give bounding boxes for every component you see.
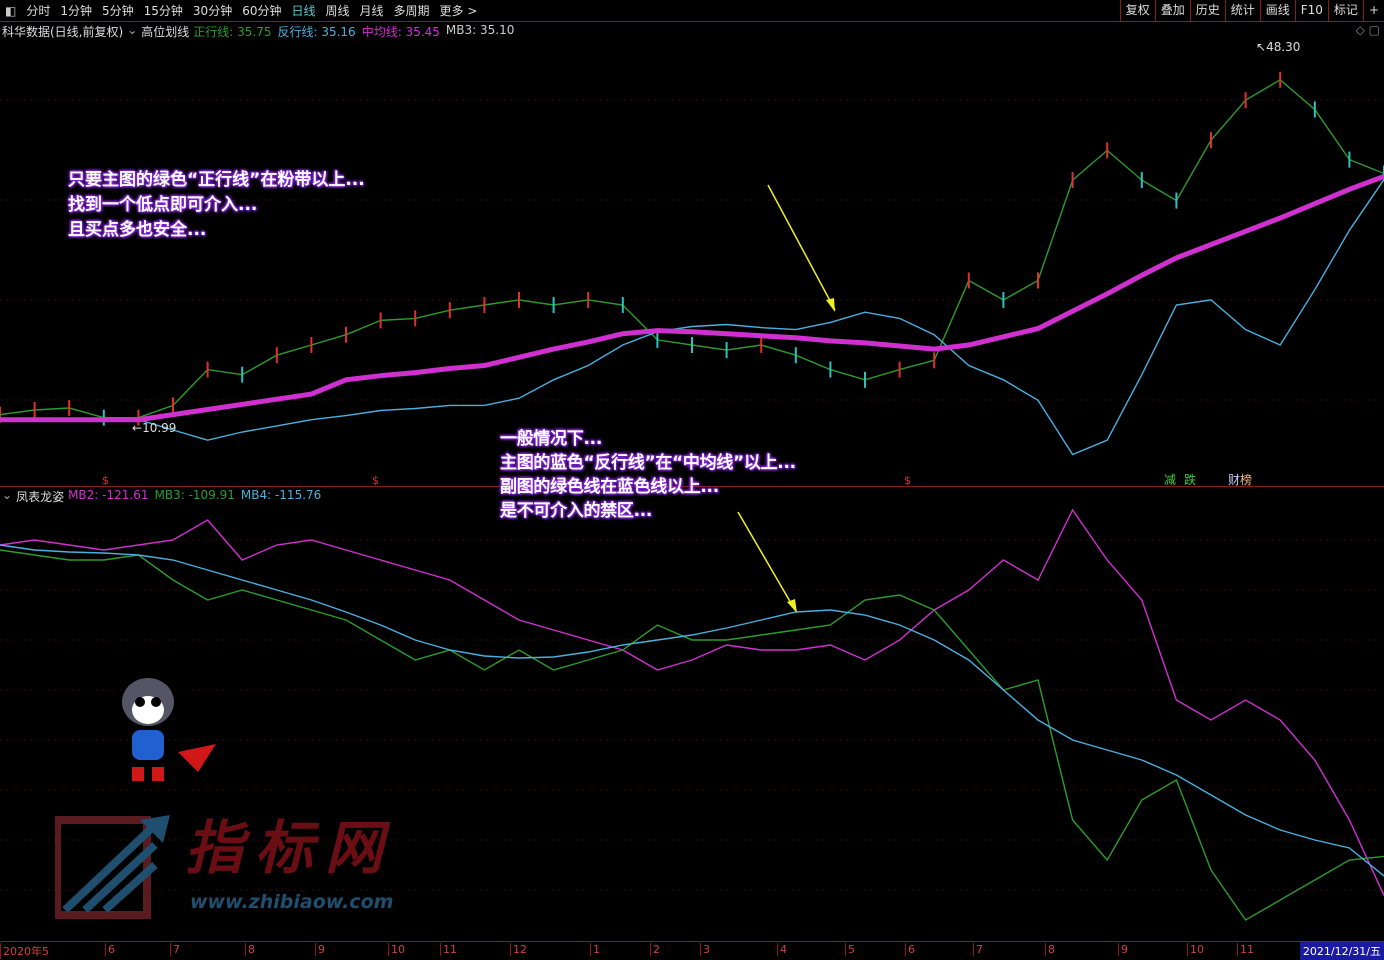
period-tab[interactable]: 15分钟 [143, 4, 183, 18]
period-tab[interactable]: 日线 [291, 4, 316, 18]
stock-title: 科华数据(日线,前复权) [2, 25, 124, 39]
date-tick: 8 [245, 943, 255, 956]
legend-value: 正行线: 35.75 [193, 25, 272, 39]
date-tick: 5 [845, 943, 855, 956]
toolbar-button[interactable]: 历史 [1189, 0, 1225, 21]
period-tab[interactable]: 周线 [325, 4, 350, 18]
toolbar-button[interactable]: 画线 [1259, 0, 1295, 21]
date-tick: 8 [1045, 943, 1055, 956]
date-tick: 7 [170, 943, 180, 956]
date-tick: 11 [440, 943, 457, 956]
toolbar-button[interactable]: F10 [1294, 0, 1328, 21]
series-line-反行线 [0, 179, 1384, 456]
date-tick: 6 [905, 943, 915, 956]
series-line-MB4 [0, 544, 1384, 877]
logo-url: www.zhibiaow.com [190, 891, 394, 913]
signal-label: 财 [1228, 473, 1241, 487]
date-tick: 2020年5 [0, 943, 49, 959]
annotation-1: 只要主图的绿色“正行线”在粉带以上... 找到一个低点即可介入... 且买点多也… [68, 168, 365, 243]
sub-indicator-name[interactable]: 凤表龙姿 [16, 490, 65, 504]
period-tab[interactable]: 月线 [359, 4, 384, 18]
high-price-marker: ↖48.30 [1256, 40, 1301, 54]
signal-label: 减 [1164, 473, 1177, 487]
date-tick: 11 [1237, 943, 1254, 956]
date-tick: 9 [315, 943, 325, 956]
main-indicator-name[interactable]: 高位划线 [141, 25, 190, 39]
period-tab[interactable]: 60分钟 [242, 4, 282, 18]
logo-text: 指标网 [185, 814, 396, 882]
annotation-line: 只要主图的绿色“正行线”在粉带以上... [68, 170, 365, 190]
signal-group-rank: 财 榜 [1228, 471, 1252, 488]
date-tick: 9 [1118, 943, 1128, 956]
panel-icon[interactable]: ▢ [1368, 23, 1380, 37]
annotation-line: 主图的蓝色“反行线”在“中均线”以上... [500, 453, 796, 473]
annotation-line: 且买点多也安全... [68, 220, 207, 240]
period-tab[interactable]: 5分钟 [102, 4, 134, 18]
toolbar-button[interactable]: + [1362, 0, 1384, 21]
series-line-MB2 [0, 508, 1384, 896]
low-price-marker: ←10.99 [132, 421, 177, 435]
period-tab[interactable]: 多周期 [393, 4, 430, 18]
annotation-line: 是不可介入的禁区... [500, 501, 653, 521]
pane-divider[interactable] [0, 486, 1384, 487]
period-tab[interactable]: 更多 > [439, 4, 478, 18]
date-tick: 2 [650, 943, 660, 956]
period-tab[interactable]: 30分钟 [192, 4, 233, 18]
signal-dollar: $ [904, 474, 911, 487]
toolbar-button[interactable]: 统计 [1224, 0, 1260, 21]
indicator-dropdown-icon[interactable]: ⌄ [127, 23, 138, 37]
legend-value: MB4: -115.76 [240, 488, 322, 502]
date-axis: 2020年5 6 7 8 9 10 11 12 1 2 3 4 5 6 7 8 9 10 11 2021/12/31… [0, 941, 1384, 960]
period-tab[interactable]: 分时 [26, 4, 51, 18]
annotation-2: 一般情况下... 主图的蓝色“反行线”在“中均线”以上... 副图的绿色线在蓝色… [500, 427, 796, 523]
signal-dollar: $ [372, 474, 379, 487]
series-line-MB3 [0, 549, 1384, 921]
high-price-label: 48.30 [1266, 40, 1301, 54]
legend-value: MB3: -109.91 [154, 488, 235, 502]
date-tick: 12 [510, 943, 527, 956]
date-tick: 4 [777, 943, 787, 956]
legend-value: MB2: -121.61 [68, 488, 149, 502]
right-toolbar: 复权 叠加 历史 统计 画线 F10 标记 + [1119, 0, 1384, 21]
date-tick: 10 [388, 943, 405, 956]
period-toolbar: ◧ 分时 1分钟 5分钟 15分钟 30分钟 60分钟 日线 周线 月线 多周期 更多 > 复权 叠加… [0, 0, 1384, 22]
annotation-arrow [737, 511, 796, 611]
toolbar-button[interactable]: 标记 [1327, 0, 1363, 21]
legend-value: 反行线: 35.16 [277, 25, 356, 39]
date-tick: 1 [590, 943, 600, 956]
annotation-arrow [767, 184, 836, 311]
signal-group-green: 减 跌 [1164, 471, 1196, 488]
signal-dollar: $ [102, 474, 109, 487]
logo-arrow-icon [53, 815, 170, 919]
sub-legend: ⌄ 凤表龙姿 MB2: -121.61 MB3: -109.91 MB4: -115… [2, 488, 321, 505]
main-legend: 科华数据(日线,前复权) ⌄ 高位划线 正行线: 35.75 反行线: 35.16… [2, 23, 514, 40]
toolbar-button[interactable]: 叠加 [1154, 0, 1190, 21]
date-tick: 3 [700, 943, 710, 956]
annotation-line: 副图的绿色线在蓝色线以上... [500, 477, 719, 497]
date-tick: 10 [1187, 943, 1204, 956]
arrow-head-icon [826, 298, 835, 312]
date-tick: 6 [105, 943, 115, 956]
series-line-中均线 [0, 174, 1384, 423]
sidebar-toggle-icon[interactable]: ◧ [5, 3, 17, 18]
annotation-line: 一般情况下... [500, 429, 602, 449]
arrow-head-icon [787, 599, 797, 613]
toolbar-button[interactable]: 复权 [1119, 0, 1155, 21]
annotation-line: 找到一个低点即可介入... [68, 195, 258, 215]
signal-label: 跌 [1184, 473, 1197, 487]
cursor-date: 2021/12/31/五 [1299, 942, 1384, 960]
legend-value: 中均线: 35.45 [361, 25, 440, 39]
legend-value: MB3: 35.10 [445, 23, 515, 37]
low-price-label: 10.99 [142, 421, 177, 435]
zhibiaow-logo: 指标网 www.zhibiaow.com [53, 815, 393, 923]
husky-mascot [118, 672, 216, 792]
diamond-icon[interactable]: ◇ [1355, 23, 1365, 37]
indicator-dropdown-icon[interactable]: ⌄ [2, 488, 13, 502]
period-tab[interactable]: 1分钟 [60, 4, 92, 18]
window-controls: ◇ ▢ [1356, 23, 1380, 37]
date-tick: 7 [973, 943, 983, 956]
signal-label: 榜 [1240, 473, 1253, 487]
